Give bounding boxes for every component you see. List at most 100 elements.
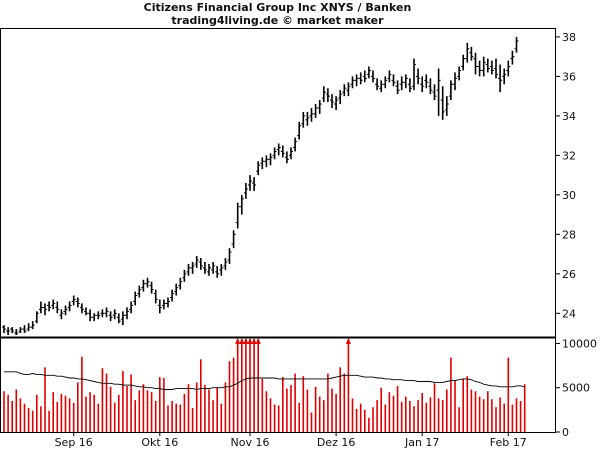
price-tick-label: 32 <box>562 149 576 162</box>
price-bar <box>272 147 277 160</box>
volume-overflow-marker <box>239 338 245 344</box>
price-bar <box>198 258 203 270</box>
price-bar <box>92 313 97 322</box>
price-bar <box>428 78 433 95</box>
chart-subtitle: trading4living.de © market maker <box>171 14 384 27</box>
price-bar <box>133 291 138 306</box>
price-bar <box>313 104 318 118</box>
volume-overflow-marker <box>247 338 253 344</box>
price-bar <box>157 299 162 314</box>
price-bar <box>43 303 47 316</box>
price-bar <box>399 76 404 91</box>
price-bar <box>22 325 27 334</box>
x-axis: Sep 16 Okt 16 Nov 16 Dez 16 Jan 17 Feb 17 <box>55 432 527 449</box>
price-bar <box>284 151 289 164</box>
x-tick-label: Jan 17 <box>404 436 439 449</box>
price-bar <box>100 309 105 318</box>
price-bar <box>420 76 425 93</box>
x-tick-label: Nov 16 <box>231 436 270 449</box>
volume-bars <box>3 338 526 432</box>
price-bar <box>26 323 31 332</box>
price-panel-frame <box>0 28 556 338</box>
price-bar <box>215 265 220 278</box>
price-bar <box>325 88 330 103</box>
volume-ma-line <box>4 371 525 390</box>
price-bar <box>448 80 453 101</box>
price-bar <box>84 307 88 316</box>
price-bar <box>498 64 503 93</box>
price-bar <box>161 299 166 310</box>
price-bar <box>371 70 375 83</box>
price-bar <box>387 70 392 83</box>
price-bar <box>485 58 490 73</box>
price-bar <box>125 307 129 320</box>
price-bar <box>268 153 273 166</box>
price-bar <box>190 261 195 274</box>
price-bar <box>391 74 396 87</box>
price-tick-label: 28 <box>562 228 576 241</box>
price-bar <box>395 80 400 95</box>
price-bar <box>346 82 351 97</box>
price-bar <box>174 283 179 296</box>
price-tick-label: 36 <box>562 70 576 83</box>
price-bar <box>424 74 429 89</box>
price-bar <box>153 289 158 304</box>
volume-tick-label: 10000 <box>562 337 597 350</box>
price-bar <box>67 301 72 312</box>
price-bar <box>2 325 6 334</box>
price-bar <box>407 78 412 93</box>
price-bar <box>38 301 43 314</box>
price-tick-label: 26 <box>562 268 576 281</box>
price-bars <box>2 36 519 336</box>
price-bar <box>510 50 515 65</box>
price-tick-label: 30 <box>562 189 576 202</box>
price-bar <box>129 301 134 314</box>
price-bar <box>239 194 244 215</box>
price-bar <box>47 301 52 312</box>
volume-overflow-marker <box>251 338 257 344</box>
price-bar <box>63 305 68 316</box>
price-tick-label: 24 <box>562 307 576 320</box>
price-bar <box>55 301 60 314</box>
price-bar <box>432 84 437 101</box>
price-bar <box>104 307 109 318</box>
price-bar <box>231 230 236 249</box>
price-bar <box>362 70 367 83</box>
price-bar <box>145 277 150 288</box>
price-bar <box>350 76 355 89</box>
price-bar <box>330 94 334 108</box>
price-bar <box>293 137 298 152</box>
price-bar <box>256 161 261 176</box>
price-bar <box>34 311 39 324</box>
price-bar <box>358 72 363 85</box>
price-bar <box>453 72 457 91</box>
price-tick-label: 38 <box>562 31 576 44</box>
price-bar <box>506 60 511 77</box>
price-bar <box>227 248 232 264</box>
price-bar <box>481 56 486 77</box>
price-bar <box>202 261 207 274</box>
price-bar <box>182 269 187 282</box>
price-bar <box>305 111 310 126</box>
chart-title: Citizens Financial Group Inc XNYS / Bank… <box>143 1 412 14</box>
price-bar <box>514 36 519 53</box>
price-bar <box>170 289 175 302</box>
price-bar <box>166 297 170 308</box>
x-tick-label: Sep 16 <box>55 436 93 449</box>
price-bar <box>342 84 347 97</box>
price-bar <box>502 68 507 85</box>
price-bar <box>141 279 146 292</box>
price-bar <box>403 74 408 89</box>
price-bar <box>379 80 384 93</box>
price-bar <box>30 321 35 330</box>
price-bar <box>178 277 183 290</box>
price-bar <box>375 78 380 91</box>
price-bar <box>194 256 199 268</box>
x-tick-label: Dez 16 <box>317 436 356 449</box>
price-bar <box>116 313 121 324</box>
volume-overflow-marker <box>255 338 261 344</box>
price-bar <box>334 96 339 110</box>
price-bar <box>235 202 240 229</box>
price-bar <box>120 311 125 326</box>
